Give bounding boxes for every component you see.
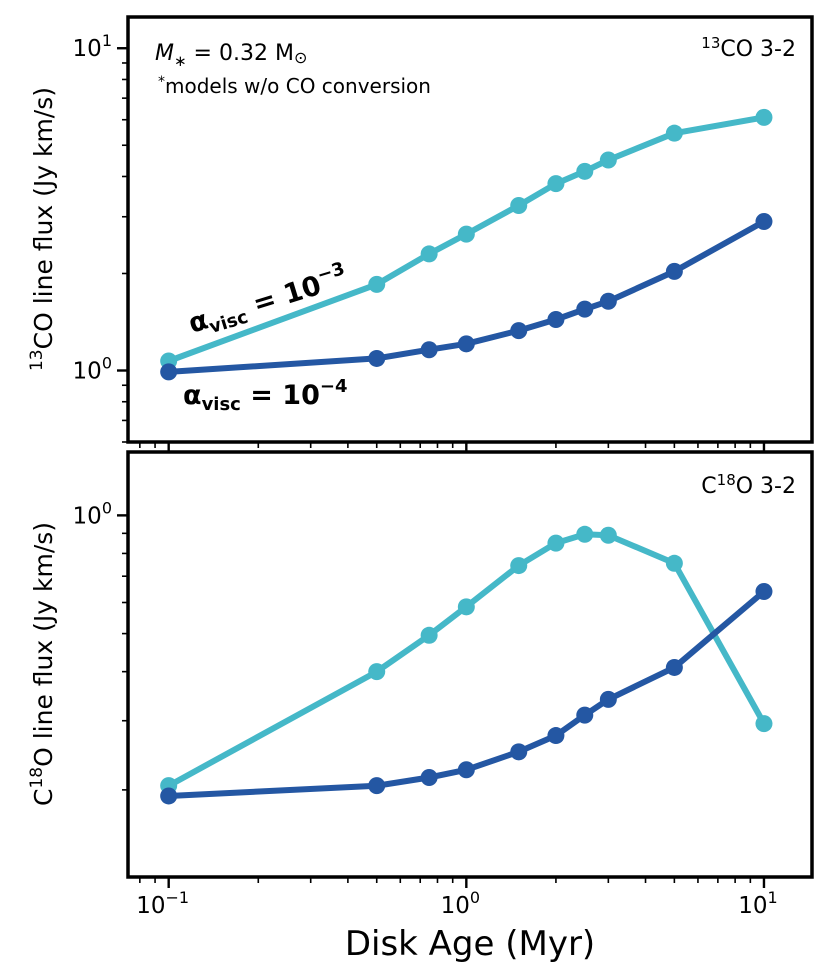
data-point-low_visc [160,787,178,805]
alpha-low-sub: visc [202,394,241,415]
data-point-low_visc [510,743,528,761]
bottom-corner-pre: C [701,474,716,499]
x-tick-base: 10 [136,893,165,919]
x-tick-exp: −1 [166,888,190,907]
y-tick-exp: 0 [102,354,112,373]
mstar-symbol: M [155,41,174,66]
data-point-low_visc [420,769,438,787]
data-point-low_visc [547,310,565,328]
data-point-high_visc [547,175,565,193]
y-tick-base: 10 [73,36,102,62]
bottom-ylabel: C18O line flux (Jy km/s) [27,522,58,806]
model-note: *models w/o CO conversion [158,74,431,98]
data-point-high_visc [599,151,617,169]
mstar-annotation: M∗ = 0.32 M⊙ [155,41,307,70]
data-point-low_visc [665,262,683,280]
top-corner-text: CO 3-2 [720,37,796,62]
x-tick-label: 100 [441,888,480,919]
data-point-high_visc [599,526,617,544]
top-corner-label: 13CO 3-2 [701,34,796,62]
data-point-high_visc [755,715,773,733]
bottom-corner-label: C18O 3-2 [701,471,796,499]
x-tick-base: 10 [441,893,470,919]
note-star: * [158,74,165,90]
y-tick-exp: 0 [102,498,112,517]
alpha-high-exp: −3 [315,258,348,286]
x-tick-label: 10−1 [136,888,189,919]
top-ylabel-text: CO line flux (Jy km/s) [29,87,58,349]
data-point-high_visc [576,162,594,180]
data-point-low_visc [510,322,528,340]
data-point-low_visc [599,690,617,708]
data-point-low_visc [457,335,475,353]
x-tick-label: 101 [738,888,777,919]
data-point-low_visc [457,761,475,779]
x-tick-base: 10 [738,893,767,919]
bottom-ylabel-pre: C [29,789,58,806]
top-ylabel-sup: 13 [27,349,47,371]
data-point-high_visc [420,245,438,263]
series-line-low_visc [165,588,767,799]
data-point-low_visc [547,727,565,745]
data-point-high_visc [547,534,565,552]
bottom-corner-sup: 18 [717,471,736,489]
y-tick-label: 100 [73,354,112,385]
note-text: models w/o CO conversion [165,74,431,98]
x-axis-label: Disk Age (Myr) [345,924,595,964]
series-line-high_visc [165,114,767,364]
data-point-high_visc [457,225,475,243]
mstar-sub: ∗ [174,52,187,70]
bottom-ylabel-sup: 18 [27,767,47,789]
data-point-low_visc [576,706,594,724]
alpha-low-eq: = 10 [241,380,320,411]
alpha-low-label: αvisc = 10−4 [183,376,347,415]
x-tick-exp: 1 [768,888,778,907]
mstar-unit: ⊙ [294,48,307,67]
data-point-high_visc [420,626,438,644]
y-tick-base: 10 [73,359,102,385]
data-point-low_visc [599,292,617,310]
y-tick-label: 100 [73,498,112,529]
data-point-low_visc [420,341,438,359]
top-corner-sup: 13 [701,34,720,52]
y-tick-base: 10 [73,503,102,529]
top-axes-frame [126,15,814,444]
data-point-low_visc [755,212,773,230]
alpha-low-main: α [183,380,202,411]
data-point-high_visc [368,275,386,293]
y-tick-label: 101 [73,31,112,62]
bottom-axes-frame [126,450,814,879]
x-tick-exp: 0 [470,888,480,907]
alpha-high-eq: = 10 [240,270,325,323]
y-tick-exp: 1 [102,31,112,50]
data-point-low_visc [368,349,386,367]
bottom-series [160,525,773,805]
series-line-high_visc [165,531,767,789]
data-point-low_visc [576,300,594,318]
data-point-low_visc [755,582,773,600]
data-point-high_visc [368,663,386,681]
data-point-high_visc [510,197,528,215]
data-point-high_visc [665,124,683,142]
data-point-high_visc [665,554,683,572]
series-line-low_visc [165,218,767,375]
bottom-ylabel-text: O line flux (Jy km/s) [29,522,58,767]
top-series [160,108,773,381]
data-point-low_visc [160,363,178,381]
data-point-high_visc [755,108,773,126]
data-point-low_visc [665,658,683,676]
mstar-value: = 0.32 M [187,41,294,66]
bottom-corner-text: O 3-2 [736,474,796,499]
data-point-high_visc [457,598,475,616]
data-point-low_visc [368,777,386,795]
alpha-low-exp: −4 [320,376,348,397]
data-point-high_visc [576,525,594,543]
top-ylabel: 13CO line flux (Jy km/s) [27,87,58,371]
data-point-high_visc [510,557,528,575]
